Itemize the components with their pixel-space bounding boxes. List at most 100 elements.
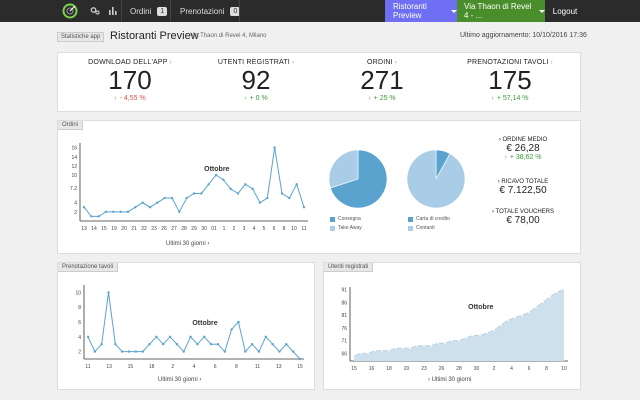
delivery-pie-chart	[328, 149, 388, 209]
avg-order-value: € 26,28	[506, 143, 540, 154]
series-area	[354, 289, 564, 361]
x-tick-label: 11	[255, 364, 260, 370]
reservations-period-label: Ultimi 30 giorni	[158, 377, 198, 383]
x-tick-label: 14	[91, 226, 97, 232]
data-point	[237, 320, 240, 324]
data-point	[82, 206, 86, 209]
legend-item: Consegna	[330, 216, 361, 222]
restaurant-dropdown[interactable]: Ristoranti Preview	[385, 0, 457, 22]
trend-icon: ›	[244, 95, 247, 102]
avg-order-kpi[interactable]: › ORDINE MEDIO € 26,28 › + 38,62 %	[478, 137, 568, 161]
total-vouchers-label: › TOTALE VOUCHERS	[478, 209, 568, 215]
stats-icon[interactable]	[108, 0, 118, 22]
data-point	[285, 343, 288, 346]
total-revenue-kpi[interactable]: › RICAVO TOTALE € 7.122,50	[478, 179, 568, 196]
x-tick-label: 16	[369, 366, 375, 372]
data-point	[203, 335, 206, 338]
chevron-down-icon	[451, 9, 457, 13]
data-point	[250, 343, 254, 346]
data-point	[214, 173, 218, 177]
kpi-registered-users[interactable]: UTENTI REGISTRATI › 92 › + 0 %	[196, 53, 316, 102]
location-dropdown[interactable]: Via Thaon di Revel 4 - ...	[457, 0, 545, 22]
month-annotation: Ottobre	[468, 304, 493, 311]
x-tick-label: 19	[111, 226, 117, 232]
gears-icon	[90, 7, 100, 15]
data-point	[97, 215, 100, 218]
chevron-right-icon: ›	[394, 60, 397, 66]
data-point	[402, 347, 404, 350]
x-tick-label: 26	[161, 226, 167, 232]
y-tick-label: 10	[71, 173, 77, 179]
data-point	[278, 350, 281, 353]
x-tick-label: 26	[439, 366, 445, 372]
data-point	[162, 343, 165, 346]
reservations-panel: Prenotazione tavoli 2 4 6 8 10 11 13 15 18 2 4 6 8 11…	[57, 262, 315, 390]
data-point	[486, 332, 488, 334]
x-tick-label: 2	[493, 366, 496, 372]
y-tick-label: 91	[341, 288, 347, 294]
data-point	[178, 210, 181, 214]
chevron-right-icon: ›	[169, 60, 172, 66]
kpi-users-value: 92	[241, 65, 271, 95]
data-point	[291, 350, 295, 353]
users-chart-footer[interactable]: › Ultimi 30 giorni	[428, 377, 471, 383]
y-tick-label: 4	[74, 201, 77, 207]
y-tick-label: 12	[71, 164, 77, 170]
data-point	[185, 196, 188, 200]
data-point	[229, 187, 232, 191]
kpi-delta: › + 0 %	[196, 95, 316, 102]
x-tick-label: 18	[149, 364, 155, 370]
kpi-downloads[interactable]: DOWNLOAD DELL'APP › 170 › - 4,55 %	[70, 53, 190, 102]
legend-label: Consegna	[338, 216, 361, 222]
data-point	[114, 343, 117, 346]
logo-icon[interactable]	[62, 0, 78, 22]
data-point	[155, 335, 158, 338]
y-tick-label: 86	[341, 300, 347, 306]
users-area-chart: 66 71 76 81 86 91 15 16 18 20 23 26 28 30 2 4 6 8 10 Ottobr…	[341, 287, 568, 372]
series-line	[83, 147, 305, 217]
orders-panel-label: Ordini	[58, 121, 84, 130]
nav-reservations[interactable]: Prenotazioni 0	[180, 0, 241, 22]
data-point	[182, 350, 185, 353]
y-tick-label: 2	[78, 350, 81, 356]
y-tick-label: 4	[78, 335, 81, 341]
x-tick-label: 6	[528, 366, 531, 372]
x-tick-label: 15	[101, 226, 107, 232]
kpi-label: ORDINI ›	[322, 59, 442, 66]
orders-period-label: Ultimi 30 giorni	[166, 241, 206, 247]
kpi-reservations[interactable]: PRENOTAZIONI TAVOLI › 175 › + 57,14 %	[450, 53, 570, 102]
data-point	[288, 196, 291, 200]
data-point	[119, 210, 122, 214]
kpi-orders-delta: + 25 %	[373, 95, 396, 102]
data-point	[107, 291, 110, 294]
data-point	[230, 328, 233, 331]
settings-icon[interactable]	[90, 0, 100, 22]
x-tick-label: 2	[171, 364, 174, 370]
legend-swatch	[408, 216, 413, 222]
logout-button[interactable]: Logout	[552, 6, 578, 16]
x-tick-label: 3	[243, 226, 246, 232]
reservations-chart-footer[interactable]: Ultimi 30 giorni ›	[158, 377, 201, 383]
x-tick-label: 4	[193, 364, 196, 370]
reservations-line-chart: 2 4 6 8 10 11 13 15 18 2 4 6 8 11 13 15 Ottobre	[75, 285, 304, 370]
data-point	[192, 192, 196, 195]
kpi-orders-value: 271	[360, 65, 404, 95]
orders-chart-footer[interactable]: Ultimi 30 giorni ›	[166, 241, 209, 247]
page-title: Ristoranti Preview	[110, 30, 199, 42]
nav-orders[interactable]: Ordini 1	[130, 0, 168, 22]
data-point	[86, 335, 90, 338]
y-tick-label: 76	[341, 326, 347, 332]
x-tick-label: 23	[421, 366, 427, 372]
total-vouchers-kpi[interactable]: › TOTALE VOUCHERS € 78,00	[478, 209, 568, 226]
data-point	[127, 350, 131, 353]
y-tick-label: 14	[71, 155, 77, 161]
data-point	[93, 350, 97, 353]
data-point	[430, 344, 432, 347]
nav-divider	[121, 0, 122, 22]
data-point	[458, 339, 460, 342]
legend-swatch	[330, 225, 335, 231]
kpi-orders[interactable]: ORDINI › 271 › + 25 %	[322, 53, 442, 102]
legend-swatch	[330, 216, 335, 222]
data-point	[542, 301, 544, 304]
x-tick-label: 8	[545, 366, 548, 372]
